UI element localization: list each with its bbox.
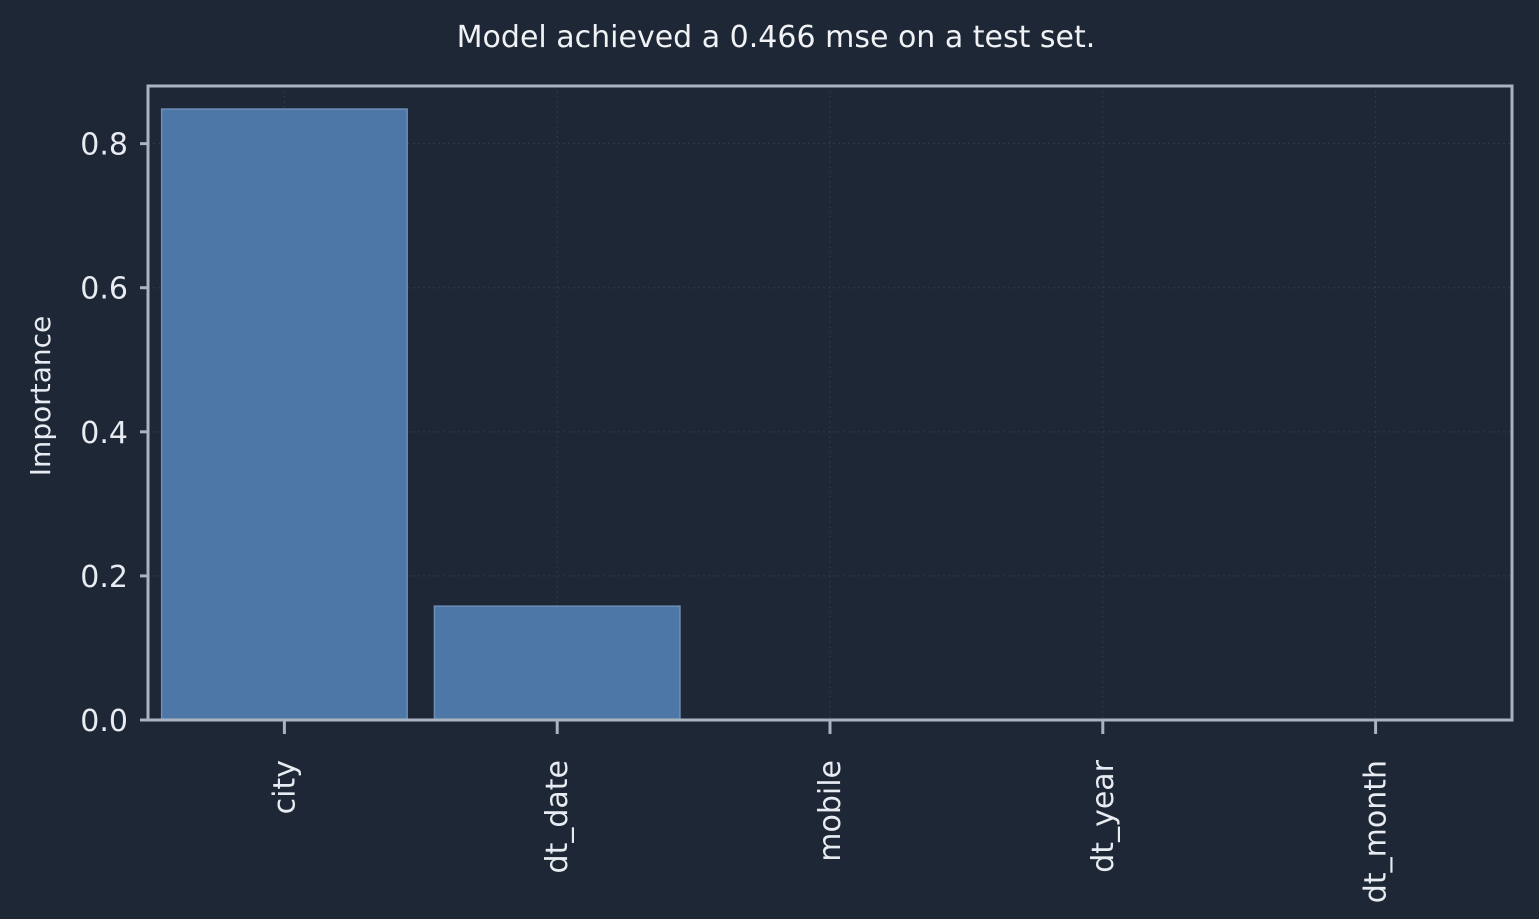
bar-city [160, 108, 408, 721]
x-tick-label-mobile: mobile [813, 760, 848, 862]
y-tick-label-4: 0.8 [80, 128, 128, 163]
x-axis-ticks: city dt_date mobile dt_year dt_month [267, 720, 1394, 903]
bar-dt_date [433, 605, 681, 721]
y-tick-label-3: 0.6 [80, 272, 128, 307]
x-tick-label-city: city [267, 760, 302, 814]
bars [160, 108, 681, 721]
y-tick-label-1: 0.2 [80, 560, 128, 595]
x-tick-label-dt_month: dt_month [1359, 760, 1394, 903]
y-tick-label-0: 0.0 [80, 704, 128, 739]
y-tick-label-2: 0.4 [80, 416, 128, 451]
chart-title: Model achieved a 0.466 mse on a test set… [456, 20, 1096, 55]
y-axis-ticks: 0.0 0.2 0.4 0.6 0.8 [80, 128, 148, 739]
x-tick-label-dt_date: dt_date [540, 760, 575, 873]
y-axis-label: Importance [24, 316, 57, 476]
x-tick-label-dt_year: dt_year [1086, 759, 1121, 872]
